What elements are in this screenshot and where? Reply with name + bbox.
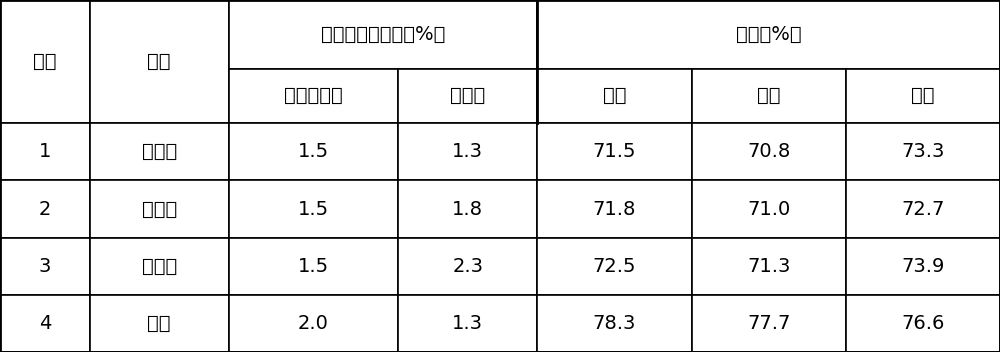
Bar — [90, 0, 229, 123]
Text: 在制剂中的含量（%）: 在制剂中的含量（%） — [321, 25, 445, 44]
Text: 制剂: 制剂 — [147, 52, 171, 71]
Bar — [846, 123, 1000, 181]
Bar — [846, 181, 1000, 238]
Text: 1.3: 1.3 — [452, 142, 483, 161]
Bar — [692, 295, 846, 352]
Bar — [692, 69, 846, 123]
Text: 1.3: 1.3 — [452, 314, 483, 333]
Bar — [398, 238, 537, 295]
Bar — [229, 238, 398, 295]
Text: 1: 1 — [39, 142, 51, 161]
Bar — [537, 0, 1000, 69]
Bar — [0, 123, 90, 181]
Text: 1.5: 1.5 — [298, 200, 329, 219]
Text: 71.0: 71.0 — [747, 200, 790, 219]
Bar — [537, 181, 692, 238]
Bar — [90, 181, 229, 238]
Text: 2: 2 — [39, 200, 51, 219]
Text: 辣椒: 辣椒 — [603, 87, 626, 105]
Bar — [229, 295, 398, 352]
Bar — [846, 295, 1000, 352]
Text: 4: 4 — [39, 314, 51, 333]
Text: 悬浮剂: 悬浮剂 — [142, 257, 177, 276]
Bar — [0, 295, 90, 352]
Bar — [229, 181, 398, 238]
Bar — [692, 238, 846, 295]
Text: 71.5: 71.5 — [593, 142, 636, 161]
Text: 柑橘: 柑橘 — [757, 87, 780, 105]
Bar — [537, 238, 692, 295]
Text: 72.5: 72.5 — [593, 257, 636, 276]
Text: 低聚壳聚糖: 低聚壳聚糖 — [284, 87, 343, 105]
Text: 松树: 松树 — [911, 87, 935, 105]
Text: 73.9: 73.9 — [901, 257, 945, 276]
Bar — [846, 238, 1000, 295]
Text: 1.5: 1.5 — [298, 142, 329, 161]
Bar — [229, 0, 537, 69]
Text: 73.3: 73.3 — [901, 142, 945, 161]
Bar — [398, 295, 537, 352]
Bar — [398, 181, 537, 238]
Text: 70.8: 70.8 — [747, 142, 790, 161]
Bar — [90, 295, 229, 352]
Text: 防效（%）: 防效（%） — [736, 25, 801, 44]
Bar — [537, 123, 692, 181]
Bar — [0, 238, 90, 295]
Text: 编号: 编号 — [33, 52, 57, 71]
Bar — [537, 295, 692, 352]
Text: 乳油: 乳油 — [147, 314, 171, 333]
Bar — [229, 123, 398, 181]
Bar — [0, 181, 90, 238]
Text: 76.6: 76.6 — [901, 314, 945, 333]
Bar — [692, 181, 846, 238]
Bar — [229, 69, 398, 123]
Bar — [846, 69, 1000, 123]
Text: 78.3: 78.3 — [593, 314, 636, 333]
Bar — [398, 123, 537, 181]
Bar — [692, 123, 846, 181]
Bar — [398, 69, 537, 123]
Text: 水乳剂: 水乳剂 — [142, 200, 177, 219]
Bar — [0, 0, 90, 123]
Text: 2.0: 2.0 — [298, 314, 329, 333]
Text: 3: 3 — [39, 257, 51, 276]
Text: 2.3: 2.3 — [452, 257, 483, 276]
Text: 颗粒剂: 颗粒剂 — [142, 142, 177, 161]
Text: 1.5: 1.5 — [298, 257, 329, 276]
Bar — [90, 123, 229, 181]
Text: 77.7: 77.7 — [747, 314, 790, 333]
Text: 72.7: 72.7 — [901, 200, 945, 219]
Text: 噻唑磷: 噻唑磷 — [450, 87, 485, 105]
Text: 1.8: 1.8 — [452, 200, 483, 219]
Text: 71.3: 71.3 — [747, 257, 790, 276]
Text: 71.8: 71.8 — [593, 200, 636, 219]
Bar — [537, 69, 692, 123]
Bar — [90, 238, 229, 295]
